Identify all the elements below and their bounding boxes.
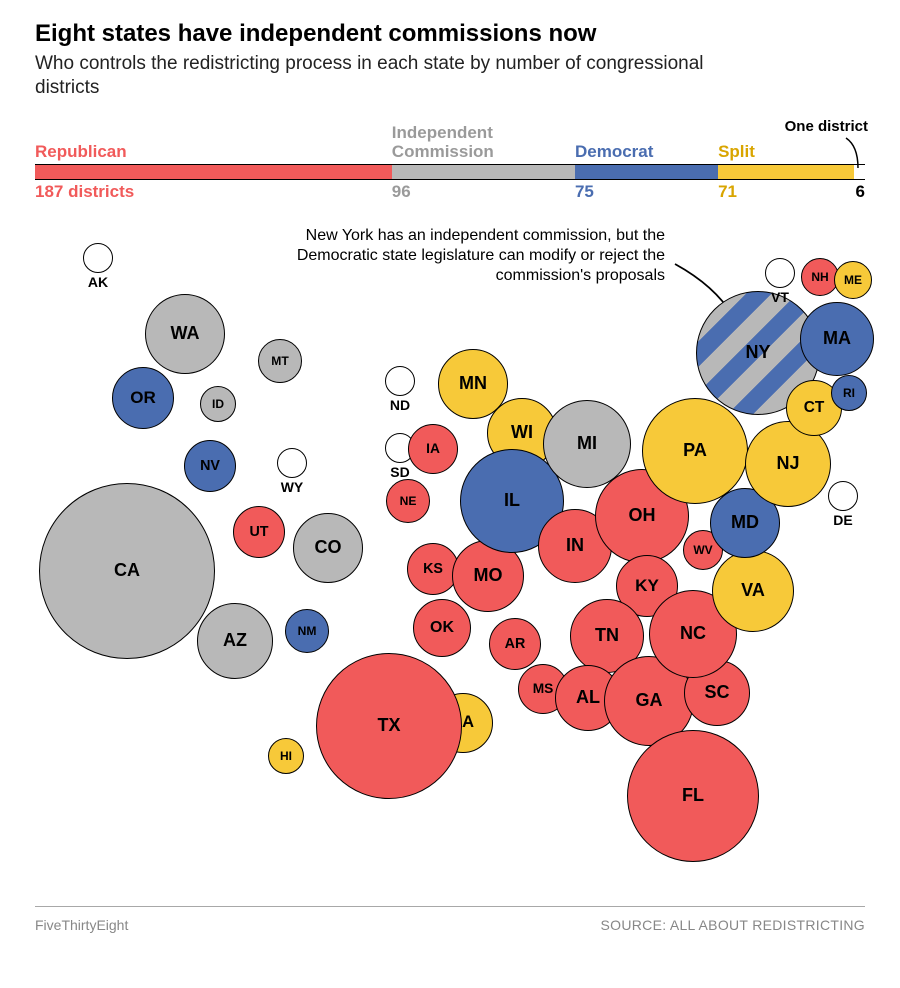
state-label-nd: ND: [390, 397, 410, 413]
bar-label-top-split: Split: [718, 142, 755, 162]
state-nv: NV: [184, 440, 236, 492]
bar-label-bottom-split: 71: [718, 182, 737, 202]
bar-label-bottom-commission: 96: [392, 182, 411, 202]
state-me: ME: [834, 261, 872, 299]
bar-label-top-commission: IndependentCommission: [392, 124, 494, 161]
footer-brand: FiveThirtyEight: [35, 917, 128, 933]
chart-subtitle: Who controls the redistricting process i…: [35, 52, 735, 100]
state-ma: MA: [800, 302, 874, 376]
chart-title: Eight states have independent commission…: [35, 20, 865, 48]
state-ok: OK: [413, 599, 471, 657]
bar-segment-republican: [35, 165, 392, 179]
state-de: DE: [828, 481, 858, 511]
state-ut: UT: [233, 506, 285, 558]
state-va: VA: [712, 550, 794, 632]
state-ak: AK: [83, 243, 113, 273]
bar-label-bottom-one: 6: [856, 182, 865, 202]
state-wa: WA: [145, 294, 225, 374]
bar-label-bottom-democrat: 75: [575, 182, 594, 202]
state-ca: CA: [39, 483, 215, 659]
state-tx: TX: [316, 653, 462, 799]
state-ne: NE: [386, 479, 430, 523]
footer-source: SOURCE: ALL ABOUT REDISTRICTING: [601, 917, 865, 933]
ny-annotation: New York has an independent commission, …: [285, 226, 665, 286]
state-fl: FL: [627, 730, 759, 862]
state-hi: HI: [268, 738, 304, 774]
state-label-ak: AK: [88, 274, 108, 290]
state-ri: RI: [831, 375, 867, 411]
state-or: OR: [112, 367, 174, 429]
state-label-wy: WY: [281, 479, 304, 495]
state-ks: KS: [407, 543, 459, 595]
stacked-bar: One district RepublicanIndependentCommis…: [35, 120, 865, 206]
state-vt: VT: [765, 258, 795, 288]
state-ar: AR: [489, 618, 541, 670]
state-pa: PA: [642, 398, 748, 504]
bar-segment-democrat: [575, 165, 718, 179]
bar-label-top-republican: Republican: [35, 142, 127, 162]
bubble-cartogram: New York has an independent commission, …: [35, 226, 865, 886]
state-co: CO: [293, 513, 363, 583]
bar-segment-commission: [392, 165, 575, 179]
state-nm: NM: [285, 609, 329, 653]
state-label-sd: SD: [390, 464, 409, 480]
bar-label-bottom-republican: 187 districts: [35, 182, 134, 202]
bar-label-top-democrat: Democrat: [575, 142, 653, 162]
state-label-de: DE: [833, 512, 852, 528]
state-nd: ND: [385, 366, 415, 396]
state-id: ID: [200, 386, 236, 422]
state-wy: WY: [277, 448, 307, 478]
state-az: AZ: [197, 603, 273, 679]
state-label-vt: VT: [771, 289, 789, 305]
state-mt: MT: [258, 339, 302, 383]
footer-rule: [35, 906, 865, 907]
state-ia: IA: [408, 424, 458, 474]
